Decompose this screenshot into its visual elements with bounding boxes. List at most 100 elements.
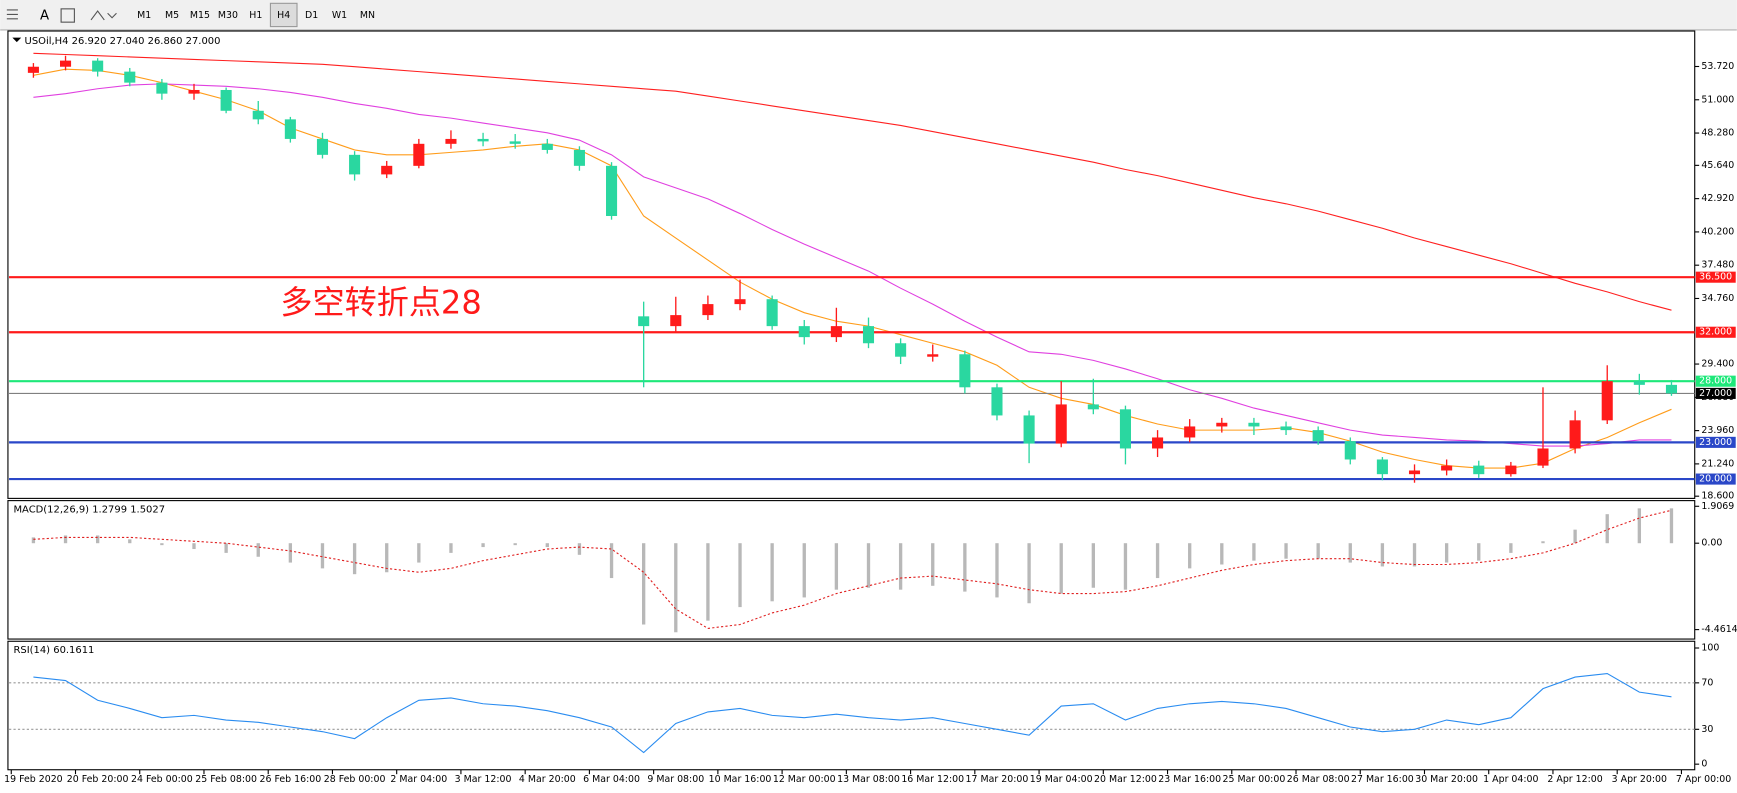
candle-body <box>1665 384 1678 394</box>
macd-bar <box>1220 543 1224 565</box>
y-tick-label: 30 <box>1701 724 1713 735</box>
macd-bar <box>256 543 260 557</box>
macd-bar <box>1059 543 1063 594</box>
symbol-menu-arrow[interactable] <box>12 37 22 43</box>
candle-body <box>188 89 200 94</box>
timeframe-button[interactable] <box>186 3 214 27</box>
timeframe-button[interactable] <box>214 3 242 27</box>
level-label: 27.000 <box>1699 388 1732 399</box>
x-tick-label: 24 Feb 00:00 <box>131 774 193 785</box>
macd-bar <box>1284 543 1288 559</box>
level-label: 20.000 <box>1699 474 1732 485</box>
y-tick-label: 34.760 <box>1701 293 1734 304</box>
macd-bar <box>31 537 36 544</box>
macd-bar <box>1091 543 1095 588</box>
y-tick-label: -4.4614 <box>1701 624 1737 635</box>
candle-body <box>670 315 682 327</box>
macd-bar <box>963 543 967 592</box>
candle-body <box>1023 415 1035 444</box>
timeframe-label[interactable]: M1 <box>137 10 151 21</box>
y-tick-label: 53.720 <box>1701 61 1734 72</box>
x-tick-label: 23 Mar 16:00 <box>1158 774 1221 785</box>
timeframe-button[interactable] <box>326 3 353 27</box>
timeframe-label[interactable]: D1 <box>305 10 318 21</box>
candle-body <box>445 138 457 144</box>
x-tick-label: 17 Mar 20:00 <box>966 774 1029 785</box>
x-tick-label: 7 Apr 00:00 <box>1676 774 1731 785</box>
timeframe-button[interactable] <box>130 3 158 27</box>
timeframe-bar: M1 M5 M15 M30 H1 H4 D1 W1 MN <box>130 2 381 28</box>
moving-average <box>33 68 1672 469</box>
x-tick-label: 12 Mar 00:00 <box>773 774 836 785</box>
text-tool[interactable]: A <box>40 9 49 24</box>
candle-body <box>349 154 361 175</box>
candle-body <box>1569 420 1581 449</box>
macd-bar <box>834 543 839 590</box>
macd-bar <box>481 543 485 548</box>
timeframe-label[interactable]: M30 <box>218 10 238 21</box>
timeframe-label[interactable]: H1 <box>249 10 262 21</box>
macd-bar <box>1380 543 1385 567</box>
macd-bar <box>1509 543 1513 553</box>
macd-bar <box>385 543 389 573</box>
x-tick-label: 2 Apr 12:00 <box>1547 774 1602 785</box>
candle-body <box>1408 470 1421 475</box>
timeframe-label[interactable]: MN <box>360 10 375 21</box>
y-tick-label: 1.9069 <box>1701 501 1734 512</box>
rsi-panel-frame <box>7 640 1696 771</box>
shapes-icon[interactable] <box>90 10 117 21</box>
macd-bar <box>898 543 903 590</box>
crosshair-icon[interactable] <box>6 9 18 20</box>
candle-body <box>252 110 264 120</box>
x-tick-label: 28 Feb 00:00 <box>324 774 386 785</box>
timeframe-button[interactable] <box>158 3 186 27</box>
candle-body <box>1119 409 1131 449</box>
x-tick-label: 27 Mar 16:00 <box>1351 774 1414 785</box>
candle-body <box>1505 465 1517 475</box>
candle-body <box>606 165 618 217</box>
x-tick-label: 9 Mar 08:00 <box>647 774 704 785</box>
timeframe-label[interactable]: H4 <box>277 10 290 21</box>
candle-body <box>1344 441 1356 460</box>
x-tick-label: 25 Mar 00:00 <box>1223 774 1286 785</box>
rsi-line <box>33 672 1672 754</box>
macd-bar <box>192 543 196 550</box>
text-label-icon[interactable] <box>60 8 75 23</box>
macd-bar <box>802 543 806 598</box>
macd-bar <box>1188 543 1192 569</box>
moving-average <box>33 52 1672 311</box>
level-label-box <box>1695 436 1736 448</box>
y-tick-label: 48.280 <box>1701 128 1734 139</box>
macd-bar <box>1477 543 1481 561</box>
level-label: 36.500 <box>1699 272 1732 283</box>
macd-bar <box>866 543 871 588</box>
annotation: 多空转折点28 <box>280 284 481 322</box>
candle-body <box>766 299 778 327</box>
candle-body <box>156 82 168 94</box>
candle-body <box>734 299 746 305</box>
candle-body <box>1376 459 1388 475</box>
x-tick-label: 3 Mar 12:00 <box>455 774 512 785</box>
x-tick-label: 3 Apr 20:00 <box>1612 774 1667 785</box>
timeframe-button[interactable] <box>298 3 325 27</box>
candle-body <box>1633 381 1645 385</box>
candle-body <box>1312 430 1324 442</box>
candle-body <box>1055 404 1067 444</box>
macd-bar <box>1027 543 1031 604</box>
timeframe-label[interactable]: M5 <box>165 10 179 21</box>
macd-bar <box>674 543 678 633</box>
y-tick-label: 45.640 <box>1701 160 1734 171</box>
macd-panel-frame <box>7 500 1696 640</box>
candle-body <box>1087 404 1099 410</box>
candle-body <box>284 119 296 139</box>
timeframe-label[interactable]: W1 <box>332 10 347 21</box>
macd-bar <box>770 543 774 602</box>
timeframe-label[interactable]: M15 <box>190 10 210 21</box>
timeframe-button[interactable] <box>242 3 270 27</box>
macd-bar <box>1669 508 1674 544</box>
timeframe-button[interactable] <box>354 3 381 27</box>
timeframe-button[interactable] <box>269 2 298 28</box>
y-tick-label: 29.400 <box>1701 359 1734 370</box>
x-tick-label: 6 Mar 04:00 <box>583 774 640 785</box>
y-tick-label: 0.00 <box>1701 538 1722 549</box>
